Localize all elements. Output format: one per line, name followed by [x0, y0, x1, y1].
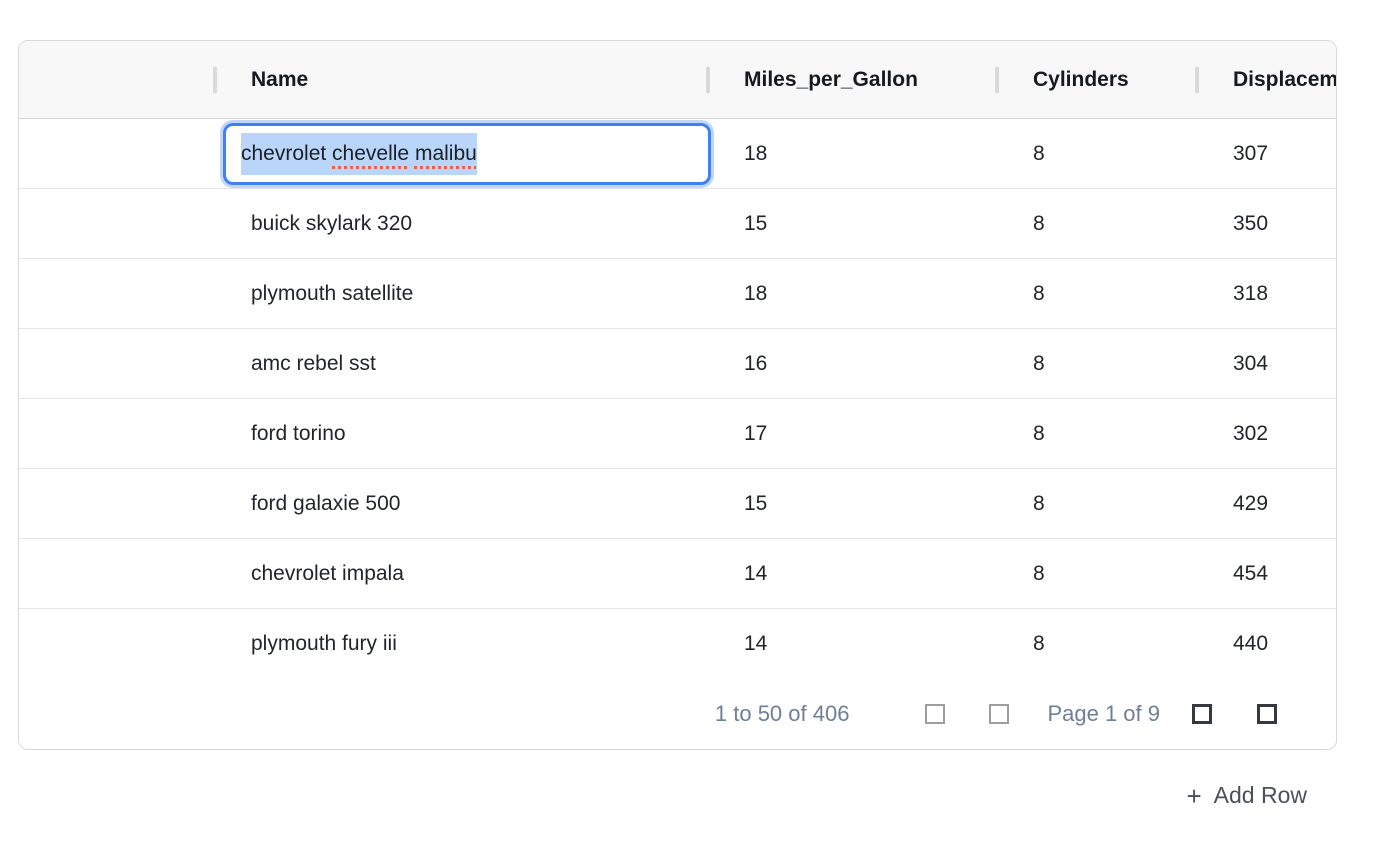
previous-page-icon[interactable] — [989, 703, 1010, 724]
miles-per-gallon-cell[interactable]: 15 — [744, 491, 768, 515]
displacement-cell[interactable]: 429 — [1233, 491, 1269, 515]
displacement-cell[interactable]: 307 — [1233, 141, 1269, 165]
cylinders-cell[interactable]: 8 — [1033, 281, 1045, 305]
displacement-cell[interactable]: 318 — [1233, 281, 1269, 305]
table-row: ford galaxie 500 15 8 429 — [19, 469, 1336, 539]
cylinders-cell[interactable]: 8 — [1033, 351, 1045, 375]
table-row: ford torino 17 8 302 — [19, 399, 1336, 469]
name-cell[interactable]: ford galaxie 500 — [251, 491, 401, 515]
selected-text: chevrolet — [241, 133, 333, 175]
first-page-icon[interactable] — [925, 703, 946, 724]
cylinders-cell[interactable]: 8 — [1033, 141, 1045, 165]
header-cell-spacer — [19, 41, 211, 118]
table-row: 18 8 307 chevrolet chevelle malibu — [19, 119, 1336, 189]
displacement-cell[interactable]: 350 — [1233, 211, 1269, 235]
cylinders-cell[interactable]: 8 — [1033, 491, 1045, 515]
selected-text — [409, 133, 415, 175]
row-range-summary: 1 to 50 of 406 — [714, 700, 850, 726]
name-cell[interactable]: chevrolet impala — [251, 561, 404, 585]
name-cell[interactable]: buick skylark 320 — [251, 211, 413, 235]
row-spacer-cell — [19, 259, 211, 328]
table-row: buick skylark 320 15 8 350 — [19, 189, 1336, 259]
misspelled-selected-text: malibu — [414, 133, 477, 175]
displacement-cell[interactable]: 302 — [1233, 421, 1269, 445]
cylinders-cell[interactable]: 8 — [1033, 561, 1045, 585]
row-spacer-cell — [19, 329, 211, 398]
miles-per-gallon-cell[interactable]: 17 — [744, 421, 768, 445]
row-spacer-cell — [19, 469, 211, 538]
paging-panel: 1 to 50 of 406 Page 1 of 9 — [19, 678, 1336, 749]
grid-body: 18 8 307 chevrolet chevelle malibu buick sky… — [19, 119, 1336, 679]
grid-header-row: Name Miles_per_Gallon Cylinders Displace… — [19, 41, 1336, 119]
header-cell-displacement[interactable]: Displacement — [1193, 41, 1336, 118]
row-spacer-cell — [19, 609, 211, 678]
header-cell-name[interactable]: Name — [211, 41, 704, 118]
misspelled-selected-text: chevelle — [332, 133, 410, 175]
cylinders-cell[interactable]: 8 — [1033, 211, 1045, 235]
table-row: amc rebel sst 16 8 304 — [19, 329, 1336, 399]
miles-per-gallon-cell[interactable]: 14 — [744, 631, 768, 655]
miles-per-gallon-cell[interactable]: 15 — [744, 211, 768, 235]
page-status: Page 1 of 9 — [1047, 700, 1160, 726]
table-row: chevrolet impala 14 8 454 — [19, 539, 1336, 609]
table-row: plymouth fury iii 14 8 440 — [19, 609, 1336, 679]
miles-per-gallon-cell[interactable]: 14 — [744, 561, 768, 585]
row-spacer-cell — [19, 399, 211, 468]
row-spacer-cell — [19, 189, 211, 258]
displacement-cell[interactable]: 454 — [1233, 561, 1269, 585]
row-spacer-cell — [19, 539, 211, 608]
plus-icon: + — [1186, 780, 1202, 811]
add-row-button[interactable]: + Add Row — [1186, 782, 1307, 809]
displacement-cell[interactable]: 440 — [1233, 631, 1269, 655]
next-page-icon[interactable] — [1192, 703, 1212, 724]
header-cell-cylinders[interactable]: Cylinders — [993, 41, 1193, 118]
last-page-icon[interactable] — [1257, 703, 1277, 724]
cell-editor-input[interactable]: chevrolet chevelle malibu — [223, 123, 711, 185]
miles-per-gallon-cell[interactable]: 18 — [744, 281, 768, 305]
row-spacer-cell — [19, 119, 211, 188]
cylinders-cell[interactable]: 8 — [1033, 421, 1045, 445]
cylinders-cell[interactable]: 8 — [1033, 631, 1045, 655]
miles-per-gallon-cell[interactable]: 16 — [744, 351, 768, 375]
name-cell[interactable]: plymouth satellite — [251, 281, 414, 305]
name-cell[interactable]: amc rebel sst — [251, 351, 376, 375]
header-cell-miles-per-gallon[interactable]: Miles_per_Gallon — [704, 41, 993, 118]
table-row: plymouth satellite 18 8 318 — [19, 259, 1336, 329]
add-row-label: Add Row — [1213, 782, 1307, 808]
name-cell[interactable]: ford torino — [251, 421, 346, 445]
data-grid: Name Miles_per_Gallon Cylinders Displace… — [18, 40, 1337, 750]
displacement-cell[interactable]: 304 — [1233, 351, 1269, 375]
miles-per-gallon-cell[interactable]: 18 — [744, 141, 768, 165]
name-cell[interactable]: plymouth fury iii — [251, 631, 397, 655]
